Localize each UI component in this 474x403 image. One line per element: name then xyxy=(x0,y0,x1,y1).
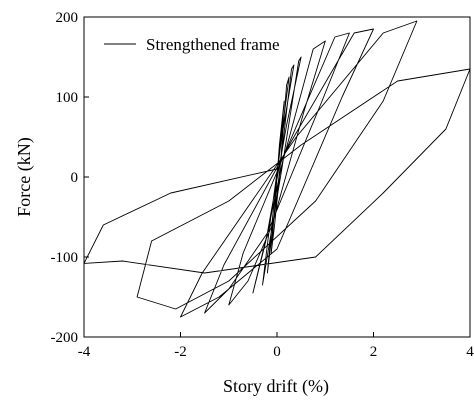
y-tick-label: 0 xyxy=(71,170,79,186)
x-tick-label: 4 xyxy=(466,344,474,360)
x-tick-label: 2 xyxy=(370,344,378,360)
y-axis-title: Force (kN) xyxy=(14,137,35,216)
axes: -4 -2 0 2 4 -200 -100 0 100 200 xyxy=(51,10,474,360)
y-tick-label: -200 xyxy=(51,330,79,346)
x-tick-label: 0 xyxy=(273,344,281,360)
y-tick-label: 100 xyxy=(56,90,79,106)
y-tick-label: 200 xyxy=(56,10,79,26)
series-group xyxy=(83,20,471,318)
y-tick-label: -100 xyxy=(51,250,79,266)
x-axis-title: Story drift (%) xyxy=(223,376,329,397)
x-tick-label: -2 xyxy=(174,344,187,360)
legend-label: Strengthened frame xyxy=(146,35,280,54)
x-tick-label: -4 xyxy=(78,344,91,360)
legend: Strengthened frame xyxy=(104,35,280,54)
series-line-0 xyxy=(83,20,471,318)
